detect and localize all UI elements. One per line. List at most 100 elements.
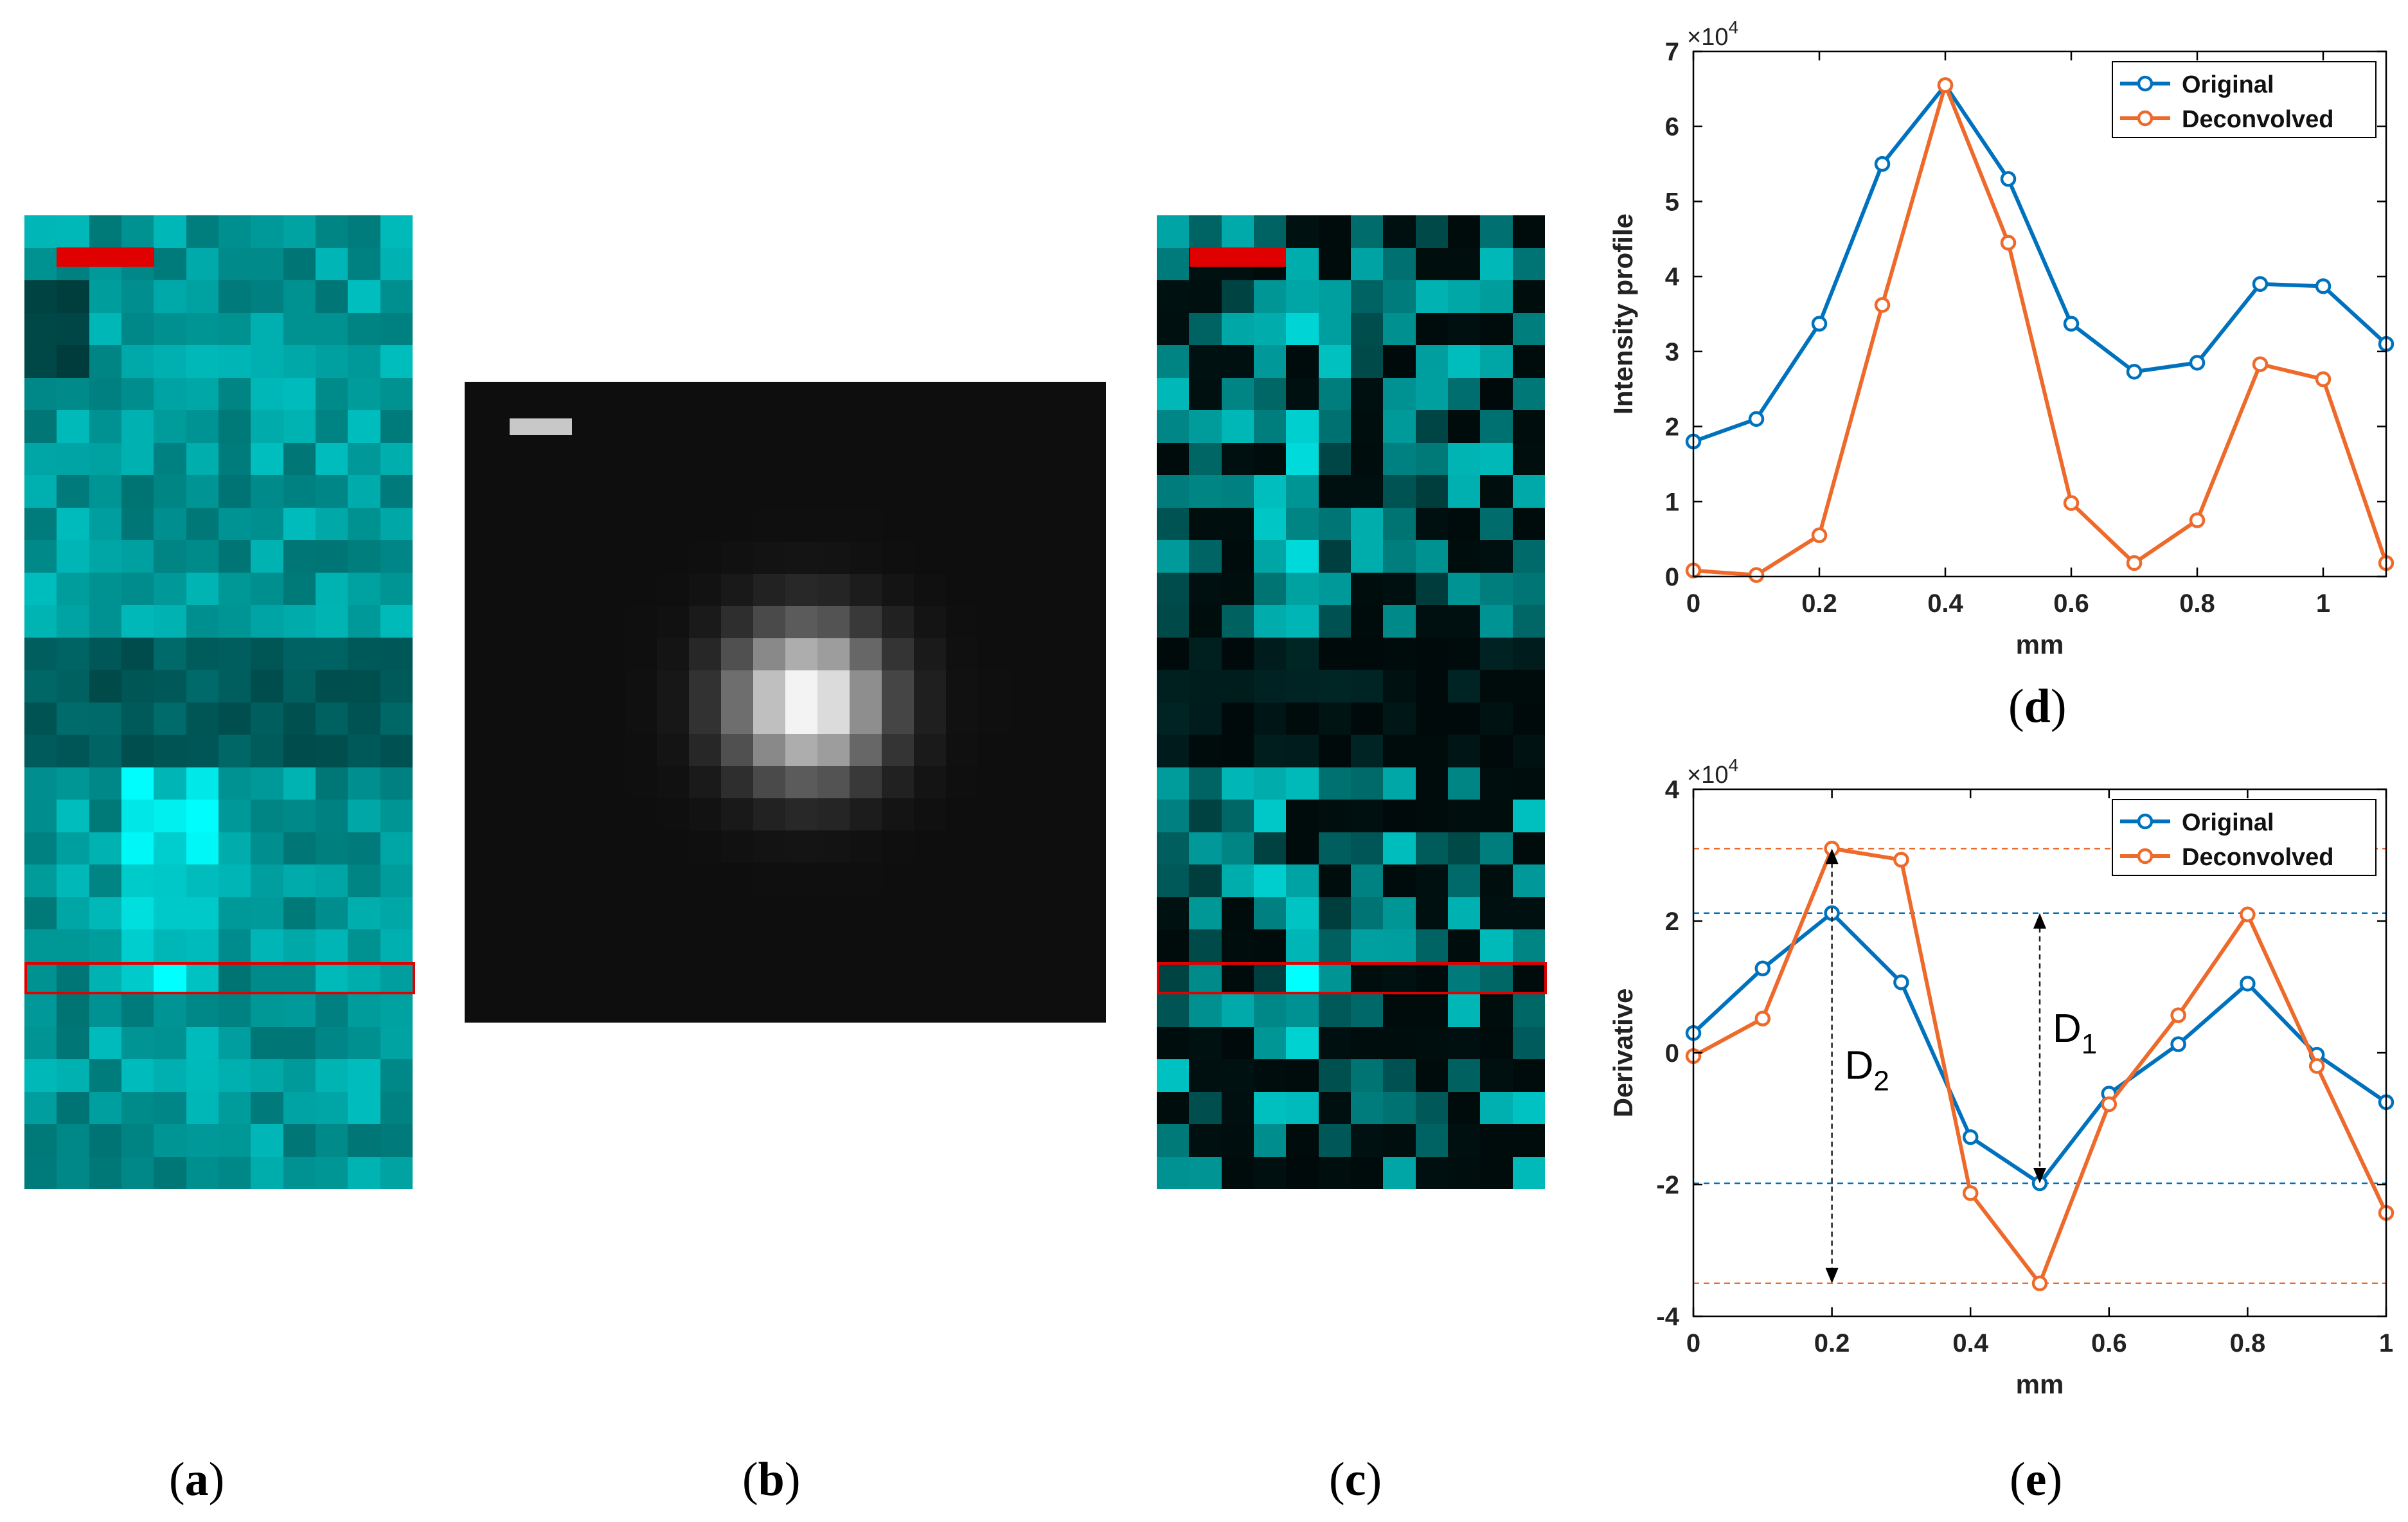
pixel — [625, 862, 657, 895]
pixel — [1350, 1156, 1384, 1189]
pixel — [913, 542, 946, 575]
pixel — [721, 734, 754, 767]
pixel — [1286, 572, 1319, 605]
pixel — [1074, 894, 1106, 927]
pixel — [1253, 637, 1287, 670]
pixel — [1383, 702, 1416, 735]
pixel — [1383, 832, 1416, 864]
pixel — [380, 864, 413, 897]
pixel — [154, 572, 186, 605]
pixel — [1221, 800, 1254, 832]
pixel — [1480, 312, 1513, 345]
pixel — [1383, 1124, 1416, 1157]
pixel — [24, 572, 57, 605]
pixel — [977, 862, 1010, 895]
pixel — [154, 540, 186, 573]
pixel — [24, 247, 57, 280]
pixel — [1350, 345, 1384, 378]
data-point-deconvolved — [2000, 235, 2017, 251]
pixel — [1447, 410, 1481, 443]
pixel — [1415, 1156, 1448, 1189]
pixel — [380, 507, 413, 540]
pixel — [881, 926, 914, 959]
pixel — [315, 247, 348, 280]
pixel — [881, 413, 914, 446]
pixel — [1350, 475, 1384, 508]
pixel — [560, 766, 593, 799]
exponent-label: ×104 — [1687, 17, 1738, 51]
pixel — [89, 215, 121, 248]
pixel — [218, 767, 251, 800]
pixel — [1042, 670, 1075, 703]
pixel — [1074, 638, 1106, 670]
y-tick-label: 1 — [1665, 488, 1679, 516]
pixel — [1447, 442, 1481, 475]
pixel — [496, 734, 529, 767]
pixel — [657, 702, 690, 735]
pixel — [1512, 215, 1545, 248]
pixel — [154, 962, 186, 994]
pixel — [57, 1059, 89, 1092]
pixel — [218, 962, 251, 994]
x-tick-label: 0.6 — [2053, 589, 2089, 618]
pixel — [57, 377, 89, 410]
pixel — [753, 702, 785, 735]
pixel — [881, 605, 914, 638]
pixel — [186, 735, 219, 767]
pixel — [1189, 475, 1222, 508]
pixel — [593, 830, 625, 863]
pixel — [1415, 507, 1448, 540]
pixel — [1480, 897, 1513, 929]
pixel — [817, 445, 850, 478]
pixel — [1074, 542, 1106, 575]
pixel — [1512, 280, 1545, 313]
pixel — [1010, 605, 1042, 638]
pixel — [1447, 1026, 1481, 1059]
pixel — [348, 377, 380, 410]
pixel — [593, 445, 625, 478]
pixel — [625, 894, 657, 927]
pixel — [625, 605, 657, 638]
pixel — [89, 377, 121, 410]
pixel — [315, 280, 348, 313]
pixel — [24, 1124, 57, 1157]
pixel — [1157, 507, 1190, 540]
pixel — [218, 247, 251, 280]
pixel — [1415, 767, 1448, 800]
pixel — [465, 638, 497, 670]
pixel — [977, 638, 1010, 670]
pixel — [496, 990, 529, 1023]
pixel — [121, 215, 154, 248]
pixel — [528, 605, 561, 638]
pixel — [1286, 864, 1319, 897]
pixel — [186, 1124, 219, 1157]
pixel — [1010, 798, 1042, 830]
pixel — [593, 926, 625, 959]
pixel — [89, 670, 121, 703]
pixel — [1286, 962, 1319, 994]
pixel — [1253, 1156, 1287, 1189]
pixel — [186, 897, 219, 929]
pixel — [186, 994, 219, 1027]
data-point-deconvolved — [2170, 1007, 2186, 1023]
data-point-deconvolved — [1937, 77, 1954, 93]
pixel — [1480, 1124, 1513, 1157]
pixel — [465, 413, 497, 446]
pixel — [89, 929, 121, 962]
pixel — [721, 510, 754, 542]
y-tick-label: 4 — [1665, 776, 1680, 804]
pixel — [251, 410, 283, 443]
pixel — [657, 958, 690, 991]
pixel — [977, 413, 1010, 446]
pixel — [465, 798, 497, 830]
pixel — [154, 1059, 186, 1092]
pixel — [1189, 377, 1222, 410]
pixel — [1189, 605, 1222, 638]
pixel — [689, 478, 722, 510]
pixel — [1189, 864, 1222, 897]
pixel — [283, 1091, 316, 1124]
pixel — [1157, 442, 1190, 475]
pixel — [24, 897, 57, 929]
pixel — [1415, 280, 1448, 313]
pixel — [593, 510, 625, 542]
